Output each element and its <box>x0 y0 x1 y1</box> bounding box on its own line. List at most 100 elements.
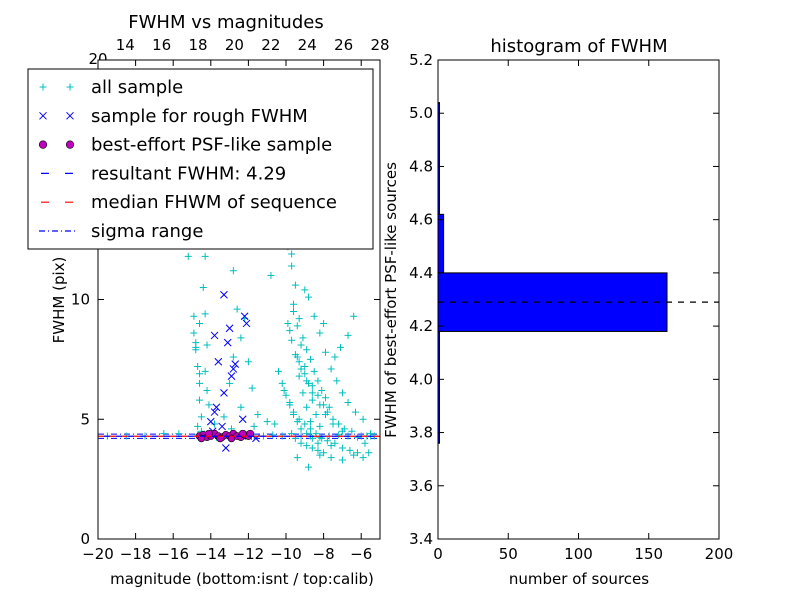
y-tick-label: 3.8 <box>409 424 433 442</box>
all-sample-point <box>196 370 204 378</box>
histogram-x-ticks: 0 50 100 150 200 <box>433 60 733 563</box>
top-x-tick-label: 22 <box>261 36 280 54</box>
all-sample-point <box>286 401 294 409</box>
legend-label: sigma range <box>91 221 203 242</box>
all-sample-point <box>196 319 204 327</box>
all-sample-point <box>310 367 318 375</box>
legend-label: best-effort PSF-like sample <box>91 135 332 156</box>
rough-sample-point <box>212 403 221 412</box>
rough-sample-point <box>214 357 223 366</box>
legend-label: resultant FWHM: 4.29 <box>91 163 286 184</box>
all-sample-point <box>267 272 275 280</box>
all-sample-point <box>308 389 316 397</box>
y-tick-label: 5 <box>80 410 90 428</box>
all-sample-point <box>203 387 211 395</box>
all-sample-point <box>306 418 314 426</box>
top-x-tick-label: 20 <box>225 36 244 54</box>
all-sample-point <box>350 451 358 459</box>
y-tick-label: 4.8 <box>409 157 433 175</box>
all-sample-point <box>314 446 322 454</box>
x-tick-label: −18 <box>120 545 152 563</box>
all-sample-point <box>365 449 373 457</box>
top-x-tick-label: 28 <box>370 36 389 54</box>
all-sample-point <box>290 300 298 308</box>
all-sample-point <box>197 413 205 421</box>
all-sample-point <box>303 442 311 450</box>
all-sample-point <box>301 370 309 378</box>
histogram-data-layer <box>438 102 719 444</box>
all-sample-point <box>321 410 329 418</box>
all-sample-point <box>338 444 346 452</box>
all-sample-point <box>325 403 333 411</box>
rough-sample-point <box>210 331 219 340</box>
all-sample-point <box>321 394 329 402</box>
all-sample-point <box>316 329 324 337</box>
legend-plus-marker <box>66 83 74 91</box>
all-sample-point <box>314 391 322 399</box>
legend-label: all sample <box>91 77 183 98</box>
all-sample-point <box>263 418 271 426</box>
all-sample-point <box>288 250 296 258</box>
x-tick-label: −14 <box>195 545 227 563</box>
scatter-panel: FWHM vs magnitudes 14 16 18 20 22 24 26 28 20 −… <box>27 12 390 588</box>
legend-entry: all sample <box>39 77 183 98</box>
all-sample-point <box>286 327 294 335</box>
all-sample-point <box>344 331 352 339</box>
psf-sample-point <box>238 429 247 438</box>
legend-label: median FHWM of sequence <box>91 192 337 213</box>
all-sample-point <box>348 427 356 435</box>
x-tick-label: 200 <box>705 545 734 563</box>
all-sample-point <box>320 449 328 457</box>
top-x-tick-label: 18 <box>189 36 208 54</box>
rough-sample-point <box>220 290 228 299</box>
all-sample-point <box>201 367 209 375</box>
all-sample-point <box>201 310 209 318</box>
all-sample-point <box>226 379 234 387</box>
all-sample-point <box>327 365 335 373</box>
all-sample-point <box>201 252 209 260</box>
all-sample-point <box>301 363 309 371</box>
rough-sample-point <box>242 319 251 328</box>
all-sample-point <box>205 401 213 409</box>
all-sample-point <box>291 351 299 359</box>
top-x-tick-label: 26 <box>334 36 353 54</box>
all-sample-point <box>359 415 367 423</box>
all-sample-point <box>290 307 298 315</box>
all-sample-point <box>233 305 241 313</box>
legend-plus-marker <box>39 83 47 91</box>
all-sample-point <box>335 431 343 439</box>
histogram-bar <box>438 213 445 274</box>
all-sample-point <box>316 433 324 441</box>
all-sample-point <box>229 353 237 361</box>
top-x-tick-label: 16 <box>152 36 171 54</box>
y-tick-label: 4.0 <box>409 370 433 388</box>
all-sample-point <box>288 336 296 344</box>
all-sample-point <box>192 343 200 351</box>
legend: all sample sample for rough FWHM best-effo… <box>27 68 374 250</box>
rough-sample-point <box>206 417 215 426</box>
all-sample-point <box>244 358 252 366</box>
histogram-y-ticks: 3.4 3.6 3.8 4.0 4.2 4.4 4.6 4.8 5.0 5.2 <box>409 51 719 548</box>
all-sample-point <box>297 341 305 349</box>
scatter-y-ticks: 0 5 10 <box>71 291 380 548</box>
top-x-tick-label: 24 <box>298 36 317 54</box>
all-sample-point <box>190 312 198 320</box>
rough-sample-point <box>231 360 240 369</box>
rough-sample-point <box>210 408 219 416</box>
legend-entry: sigma range <box>39 221 203 242</box>
all-sample-point <box>291 281 299 289</box>
all-sample-point <box>338 427 346 435</box>
all-sample-point <box>346 446 354 454</box>
psf-sample-point <box>205 429 213 438</box>
all-sample-point <box>350 312 358 320</box>
y-tick-label: 4.4 <box>409 264 433 282</box>
all-sample-point <box>316 401 324 409</box>
scatter-x-label: magnitude (bottom:isnt / top:calib) <box>110 570 374 588</box>
y-tick-label: 4.6 <box>409 211 433 229</box>
psf-sample-point <box>246 429 255 438</box>
all-sample-point <box>248 384 256 392</box>
x-tick-label: −8 <box>313 545 335 563</box>
legend-x-marker <box>39 111 47 120</box>
all-sample-point <box>220 413 228 421</box>
